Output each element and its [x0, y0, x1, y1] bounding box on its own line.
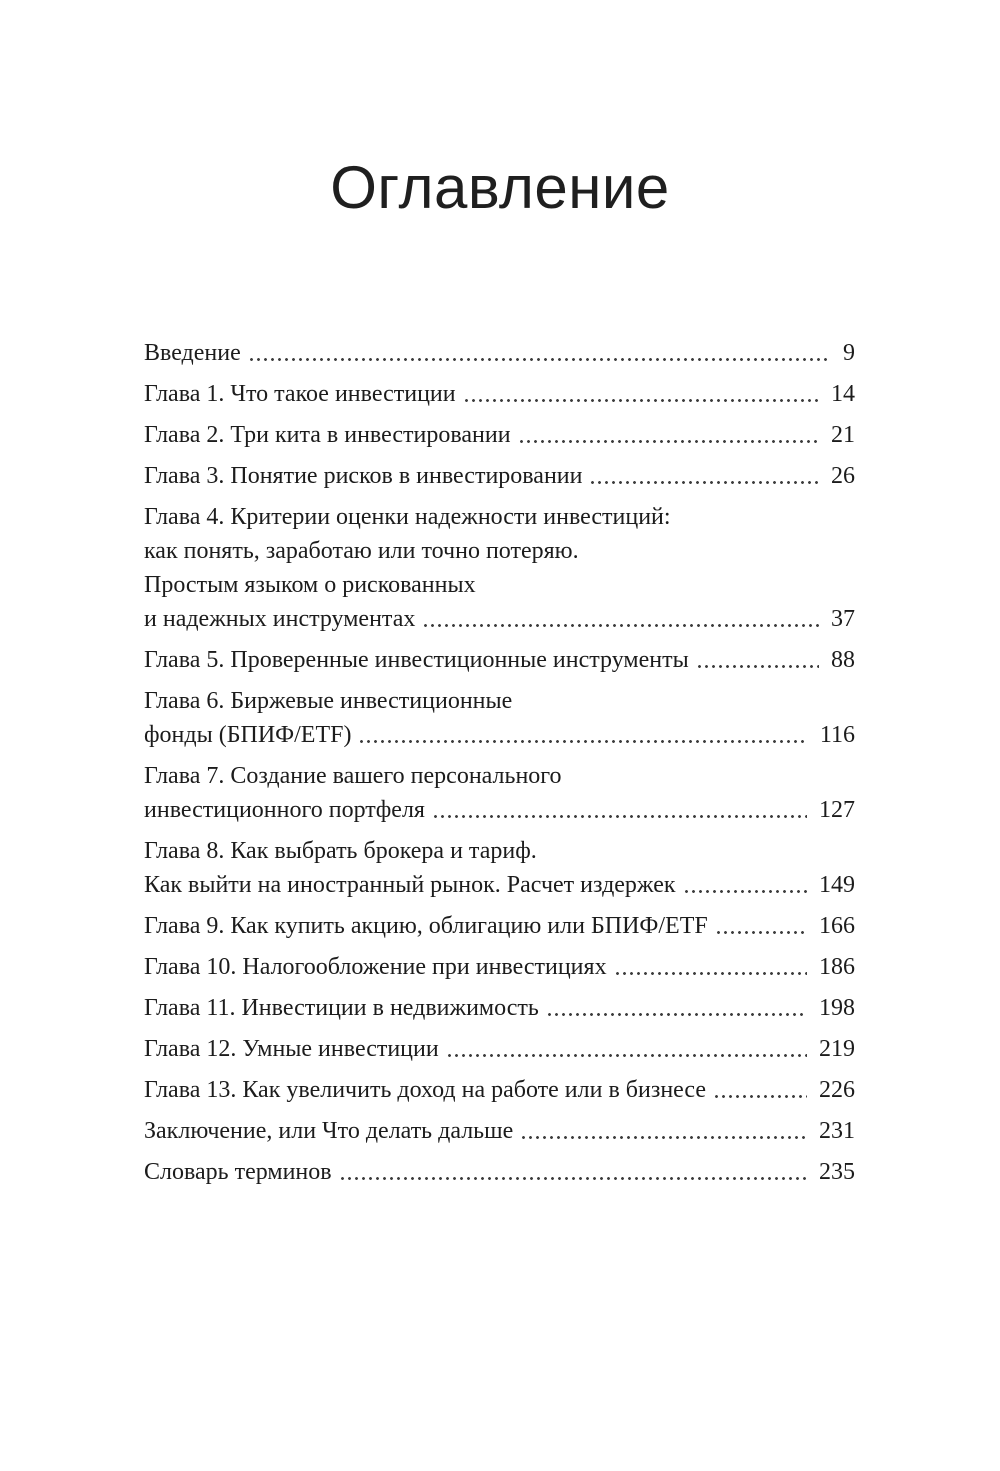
toc-entry-text: Глава 13. Как увеличить доход на работе … — [144, 1077, 707, 1103]
dot-leader — [360, 740, 808, 743]
toc-page-number: 88 — [831, 647, 855, 673]
toc-entry-text: Глава 3. Понятие рисков в инвестировании — [144, 463, 583, 489]
toc-page-number: 9 — [843, 340, 855, 366]
toc-entry: Глава 7. Создание вашего персонального и… — [144, 759, 855, 827]
toc-entry-text: Как выйти на иностранный рынок. Расчет и… — [144, 872, 676, 898]
toc-entry: Глава 5. Проверенные инвестиционные инст… — [144, 643, 855, 677]
toc-line: как понять, заработаю или точно потеряю. — [144, 534, 855, 568]
toc-line: Глава 8. Как выбрать брокера и тариф. — [144, 834, 855, 868]
dot-leader — [464, 399, 819, 402]
toc-line: Глава 9. Как купить акцию, облигацию или… — [144, 909, 855, 943]
toc-entry-text: Заключение, или Что делать дальше — [144, 1118, 514, 1144]
toc-entry: Глава 2. Три кита в инвестировании 21 — [144, 418, 855, 452]
toc-entry-text: Глава 4. Критерии оценки надежности инве… — [144, 504, 671, 530]
toc-entry-text: фонды (БПИФ/ETF) — [144, 722, 352, 748]
toc-page-number: 14 — [831, 381, 855, 407]
dot-leader — [424, 624, 819, 627]
toc-entry-text: как понять, заработаю или точно потеряю. — [144, 538, 579, 564]
dot-leader — [519, 440, 819, 443]
toc-entry: Глава 11. Инвестиции в недвижимость 198 — [144, 991, 855, 1025]
toc-entry: Глава 1. Что такое инвестиции 14 — [144, 377, 855, 411]
toc-line: Глава 1. Что такое инвестиции 14 — [144, 377, 855, 411]
page-title: Оглавление — [330, 154, 670, 221]
toc-entry-text: инвестиционного портфеля — [144, 797, 425, 823]
toc-page-number: 21 — [831, 422, 855, 448]
toc-entry: Глава 6. Биржевые инвестиционные фонды (… — [144, 684, 855, 752]
toc-page-number: 127 — [819, 797, 855, 823]
dot-leader — [715, 1095, 807, 1098]
toc-line: инвестиционного портфеля 127 — [144, 793, 855, 827]
toc-line: Введение 9 — [144, 336, 855, 370]
toc-page-number: 186 — [819, 954, 855, 980]
table-of-contents: Введение 9 Глава 1. Что такое инвестиции… — [144, 336, 855, 1189]
toc-line: Глава 5. Проверенные инвестиционные инст… — [144, 643, 855, 677]
dot-leader — [684, 890, 807, 893]
toc-entry: Глава 8. Как выбрать брокера и тариф. Ка… — [144, 834, 855, 902]
toc-line: Глава 7. Создание вашего персонального — [144, 759, 855, 793]
toc-line: Глава 10. Налогообложение при инвестиция… — [144, 950, 855, 984]
toc-entry: Введение 9 — [144, 336, 855, 370]
dot-leader — [249, 358, 831, 361]
toc-page-number: 37 — [831, 606, 855, 632]
toc-line: Как выйти на иностранный рынок. Расчет и… — [144, 868, 855, 902]
toc-page-number: 26 — [831, 463, 855, 489]
toc-line: Глава 12. Умные инвестиции 219 — [144, 1032, 855, 1066]
toc-line: Глава 11. Инвестиции в недвижимость 198 — [144, 991, 855, 1025]
toc-entry: Заключение, или Что делать дальше 231 — [144, 1114, 855, 1148]
toc-page-number: 226 — [819, 1077, 855, 1103]
toc-entry-text: Глава 8. Как выбрать брокера и тариф. — [144, 838, 537, 864]
toc-page-number: 219 — [819, 1036, 855, 1062]
dot-leader — [615, 972, 807, 975]
toc-line: Глава 3. Понятие рисков в инвестировании… — [144, 459, 855, 493]
dot-leader — [697, 665, 819, 668]
dot-leader — [447, 1054, 807, 1057]
dot-leader — [522, 1136, 807, 1139]
toc-entry-text: Глава 1. Что такое инвестиции — [144, 381, 456, 407]
toc-line: Заключение, или Что делать дальше 231 — [144, 1114, 855, 1148]
toc-entry: Глава 9. Как купить акцию, облигацию или… — [144, 909, 855, 943]
toc-line: Глава 6. Биржевые инвестиционные — [144, 684, 855, 718]
toc-page-number: 149 — [819, 872, 855, 898]
toc-entry: Глава 12. Умные инвестиции 219 — [144, 1032, 855, 1066]
toc-page-number: 166 — [819, 913, 855, 939]
dot-leader — [433, 815, 807, 818]
toc-entry-text: Глава 9. Как купить акцию, облигацию или… — [144, 913, 708, 939]
toc-line: Глава 4. Критерии оценки надежности инве… — [144, 500, 855, 534]
toc-page-number: 231 — [819, 1118, 855, 1144]
dot-leader — [547, 1013, 807, 1016]
toc-entry: Глава 3. Понятие рисков в инвестировании… — [144, 459, 855, 493]
toc-line: Простым языком о рискованных — [144, 568, 855, 602]
toc-entry-text: и надежных инструментах — [144, 606, 416, 632]
toc-line: Глава 13. Как увеличить доход на работе … — [144, 1073, 855, 1107]
toc-line: и надежных инструментах 37 — [144, 602, 855, 636]
toc-entry: Глава 10. Налогообложение при инвестиция… — [144, 950, 855, 984]
dot-leader — [340, 1177, 807, 1180]
toc-line: Словарь терминов 235 — [144, 1155, 855, 1189]
toc-page-number: 198 — [819, 995, 855, 1021]
toc-entry-text: Глава 12. Умные инвестиции — [144, 1036, 439, 1062]
toc-line: Глава 2. Три кита в инвестировании 21 — [144, 418, 855, 452]
toc-entry-text: Глава 7. Создание вашего персонального — [144, 763, 562, 789]
toc-page-number: 116 — [819, 722, 855, 748]
toc-line: фонды (БПИФ/ETF) 116 — [144, 718, 855, 752]
toc-entry: Глава 4. Критерии оценки надежности инве… — [144, 500, 855, 636]
toc-entry-text: Глава 5. Проверенные инвестиционные инст… — [144, 647, 689, 673]
toc-entry-text: Введение — [144, 340, 241, 366]
dot-leader — [591, 481, 819, 484]
dot-leader — [716, 931, 807, 934]
toc-entry: Словарь терминов 235 — [144, 1155, 855, 1189]
toc-entry-text: Глава 10. Налогообложение при инвестиция… — [144, 954, 607, 980]
toc-entry-text: Простым языком о рискованных — [144, 572, 476, 598]
toc-entry-text: Глава 11. Инвестиции в недвижимость — [144, 995, 539, 1021]
toc-entry-text: Словарь терминов — [144, 1159, 332, 1185]
toc-entry: Глава 13. Как увеличить доход на работе … — [144, 1073, 855, 1107]
toc-page-number: 235 — [819, 1159, 855, 1185]
toc-entry-text: Глава 6. Биржевые инвестиционные — [144, 688, 513, 714]
toc-entry-text: Глава 2. Три кита в инвестировании — [144, 422, 511, 448]
